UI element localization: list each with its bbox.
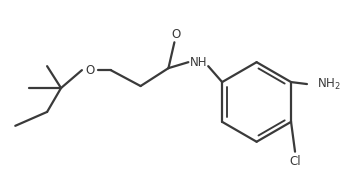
Text: NH: NH [190,56,207,69]
Text: O: O [172,28,181,41]
Text: O: O [85,64,94,77]
Text: NH$_2$: NH$_2$ [317,77,341,92]
Text: Cl: Cl [289,155,301,168]
